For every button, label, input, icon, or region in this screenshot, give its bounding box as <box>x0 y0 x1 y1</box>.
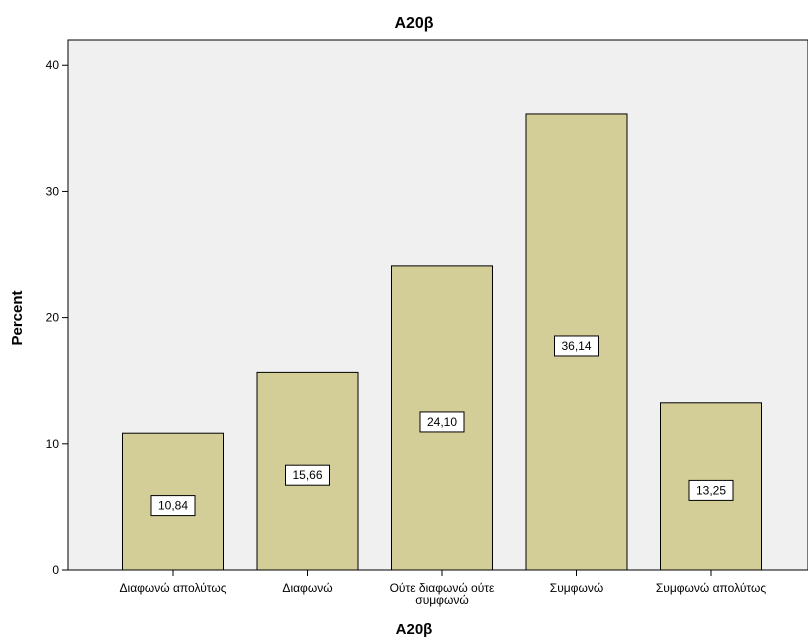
category-label: Ούτε διαφωνώ ούτε <box>390 581 495 595</box>
data-label-box <box>150 495 196 517</box>
category-label: Συμφωνώ <box>550 581 603 595</box>
category-label: Διαφωνώ <box>282 581 332 595</box>
category-label: Διαφωνώ απολύτως <box>120 581 227 595</box>
y-axis: 0 10 20 30 40 <box>46 58 68 577</box>
data-label-box <box>285 464 330 486</box>
data-label-box <box>554 335 599 357</box>
x-axis <box>172 570 712 576</box>
category-label: Συμφωνώ απολύτως <box>656 581 766 595</box>
data-label: 36,14 <box>561 339 591 353</box>
category-labels-group: Διαφωνώ απολύτως Διαφωνώ Ούτε διαφωνώ ούτε… <box>120 581 767 607</box>
y-tick-label: 20 <box>46 311 60 325</box>
y-axis-title: Percent <box>9 290 26 345</box>
data-labels-group: 10,84 15,66 24,10 36,14 13,25 <box>150 335 734 517</box>
data-label-box <box>688 479 734 501</box>
chart-title: A20β <box>394 15 433 32</box>
y-tick-label: 40 <box>46 58 60 72</box>
x-axis-title: A20β <box>396 621 433 638</box>
y-tick-label: 30 <box>46 184 60 198</box>
data-label: 24,10 <box>427 415 457 429</box>
y-tick-label: 0 <box>52 563 59 577</box>
data-label: 13,25 <box>696 483 726 497</box>
data-label: 10,84 <box>158 499 188 513</box>
data-label-box <box>419 411 465 433</box>
category-label: συμφωνώ <box>415 593 468 607</box>
y-tick-label: 10 <box>46 437 60 451</box>
data-label: 15,66 <box>292 468 322 482</box>
bars-group <box>122 113 762 571</box>
